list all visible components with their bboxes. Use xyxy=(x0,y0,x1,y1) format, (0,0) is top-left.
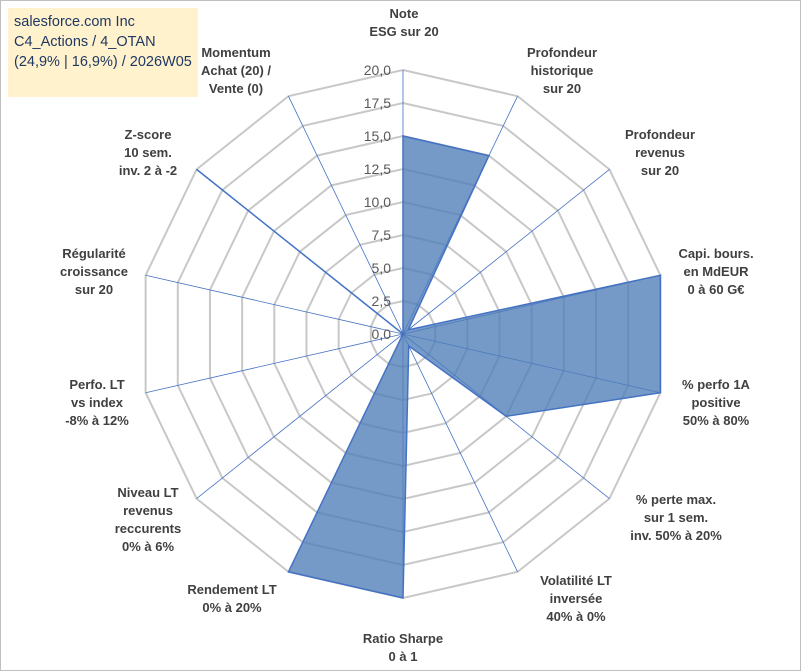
axis-spoke xyxy=(145,274,404,335)
axis-label-line: sur 20 xyxy=(75,282,113,297)
axis-label-line: 0 à 1 xyxy=(389,649,418,664)
data-series-area xyxy=(196,135,662,599)
axis-label: Profondeur historique sur 20 xyxy=(527,45,597,96)
axis-label: Rendement LT 0% à 20% xyxy=(187,582,276,615)
axis-label: % perte max. sur 1 sem. inv. 50% à 20% xyxy=(630,492,722,543)
axis-label-line: sur 1 sem. xyxy=(644,510,708,525)
axis-label: Profondeur revenus sur 20 xyxy=(625,127,695,178)
axis-label: % perfo 1A positive 50% à 80% xyxy=(682,377,751,428)
axis-label-line: Perfo. LT xyxy=(69,377,124,392)
axis-spoke xyxy=(402,333,518,573)
tick-label: 20,0 xyxy=(364,62,391,78)
axis-label-line: Achat (20) / xyxy=(201,63,271,78)
axis-label: Momentum Achat (20) / Vente (0) xyxy=(201,45,271,96)
axis-label: Z-score 10 sem. inv. 2 à -2 xyxy=(119,127,177,178)
axis-label-line: croissance xyxy=(60,264,128,279)
axis-label-line: sur 20 xyxy=(641,163,679,178)
axis-label: Niveau LT revenus reccurents 0% à 6% xyxy=(115,485,181,554)
axis-spoke xyxy=(402,169,610,335)
axis-label: Perfo. LT vs index -8% à 12% xyxy=(65,377,129,428)
axis-label-line: sur 20 xyxy=(543,81,581,96)
axis-label: Volatilité LT inversée 40% à 0% xyxy=(540,573,612,624)
axis-label-line: inv. 2 à -2 xyxy=(119,163,177,178)
strategy-detail: (24,9% | 16,9%) / 2026W05 xyxy=(14,54,192,70)
axis-label-line: 10 sem. xyxy=(124,145,172,160)
axis-label-line: reccurents xyxy=(115,521,181,536)
axis-label-line: Profondeur xyxy=(625,127,695,142)
axis-label-line: 0 à 60 G€ xyxy=(687,282,744,297)
axis-label-line: historique xyxy=(531,63,594,78)
tick-label: 17,5 xyxy=(364,95,391,111)
axis-label-line: 40% à 0% xyxy=(546,609,606,624)
axis-label-line: Capi. bours. xyxy=(678,246,753,261)
axis-label-line: Volatilité LT xyxy=(540,573,612,588)
axis-label-line: Vente (0) xyxy=(209,81,263,96)
axis-label-line: Z-score xyxy=(125,127,172,142)
axis-spoke xyxy=(145,333,404,394)
tick-label: 7,5 xyxy=(372,227,392,243)
company-name: salesforce.com Inc xyxy=(14,14,135,30)
axis-label-line: positive xyxy=(691,395,740,410)
axis-label-line: en MdEUR xyxy=(684,264,750,279)
axis-label-line: Note xyxy=(390,6,419,21)
tick-label: 15,0 xyxy=(364,128,391,144)
axis-label-line: inv. 50% à 20% xyxy=(630,528,722,543)
tick-label: 12,5 xyxy=(364,161,391,177)
strategy-name: C4_Actions / 4_OTAN xyxy=(14,34,156,50)
axis-label-line: revenus xyxy=(123,503,173,518)
axis-label-line: inversée xyxy=(550,591,603,606)
chart-title-box: salesforce.com Inc C4_Actions / 4_OTAN (… xyxy=(8,8,198,97)
tick-label: 10,0 xyxy=(364,194,391,210)
axis-label-line: revenus xyxy=(635,145,685,160)
axis-label-line: vs index xyxy=(71,395,124,410)
axis-label: Ratio Sharpe 0 à 1 xyxy=(363,631,443,664)
axis-label-line: % perte max. xyxy=(636,492,716,507)
axis-spoke xyxy=(196,333,404,499)
axis-label: Note ESG sur 20 xyxy=(369,6,438,39)
axis-label-line: 50% à 80% xyxy=(683,413,750,428)
tick-label: 5,0 xyxy=(372,260,392,276)
axis-label-line: ESG sur 20 xyxy=(369,24,438,39)
tick-label: 2,5 xyxy=(372,293,392,309)
axis-spoke xyxy=(288,95,404,335)
tick-label: 0,0 xyxy=(372,326,392,342)
axis-label-line: Profondeur xyxy=(527,45,597,60)
axis-label-line: 0% à 6% xyxy=(122,539,174,554)
axis-label-line: -8% à 12% xyxy=(65,413,129,428)
axis-label: Régularité croissance sur 20 xyxy=(60,246,128,297)
axis-label-line: Rendement LT xyxy=(187,582,276,597)
axis-label-line: Niveau LT xyxy=(117,485,178,500)
axis-label: Capi. bours. en MdEUR 0 à 60 G€ xyxy=(678,246,753,297)
axis-label-line: Ratio Sharpe xyxy=(363,631,443,646)
axis-label-line: Momentum xyxy=(201,45,270,60)
axis-label-line: % perfo 1A xyxy=(682,377,751,392)
axis-label-line: Régularité xyxy=(62,246,126,261)
axis-label-line: 0% à 20% xyxy=(202,600,262,615)
